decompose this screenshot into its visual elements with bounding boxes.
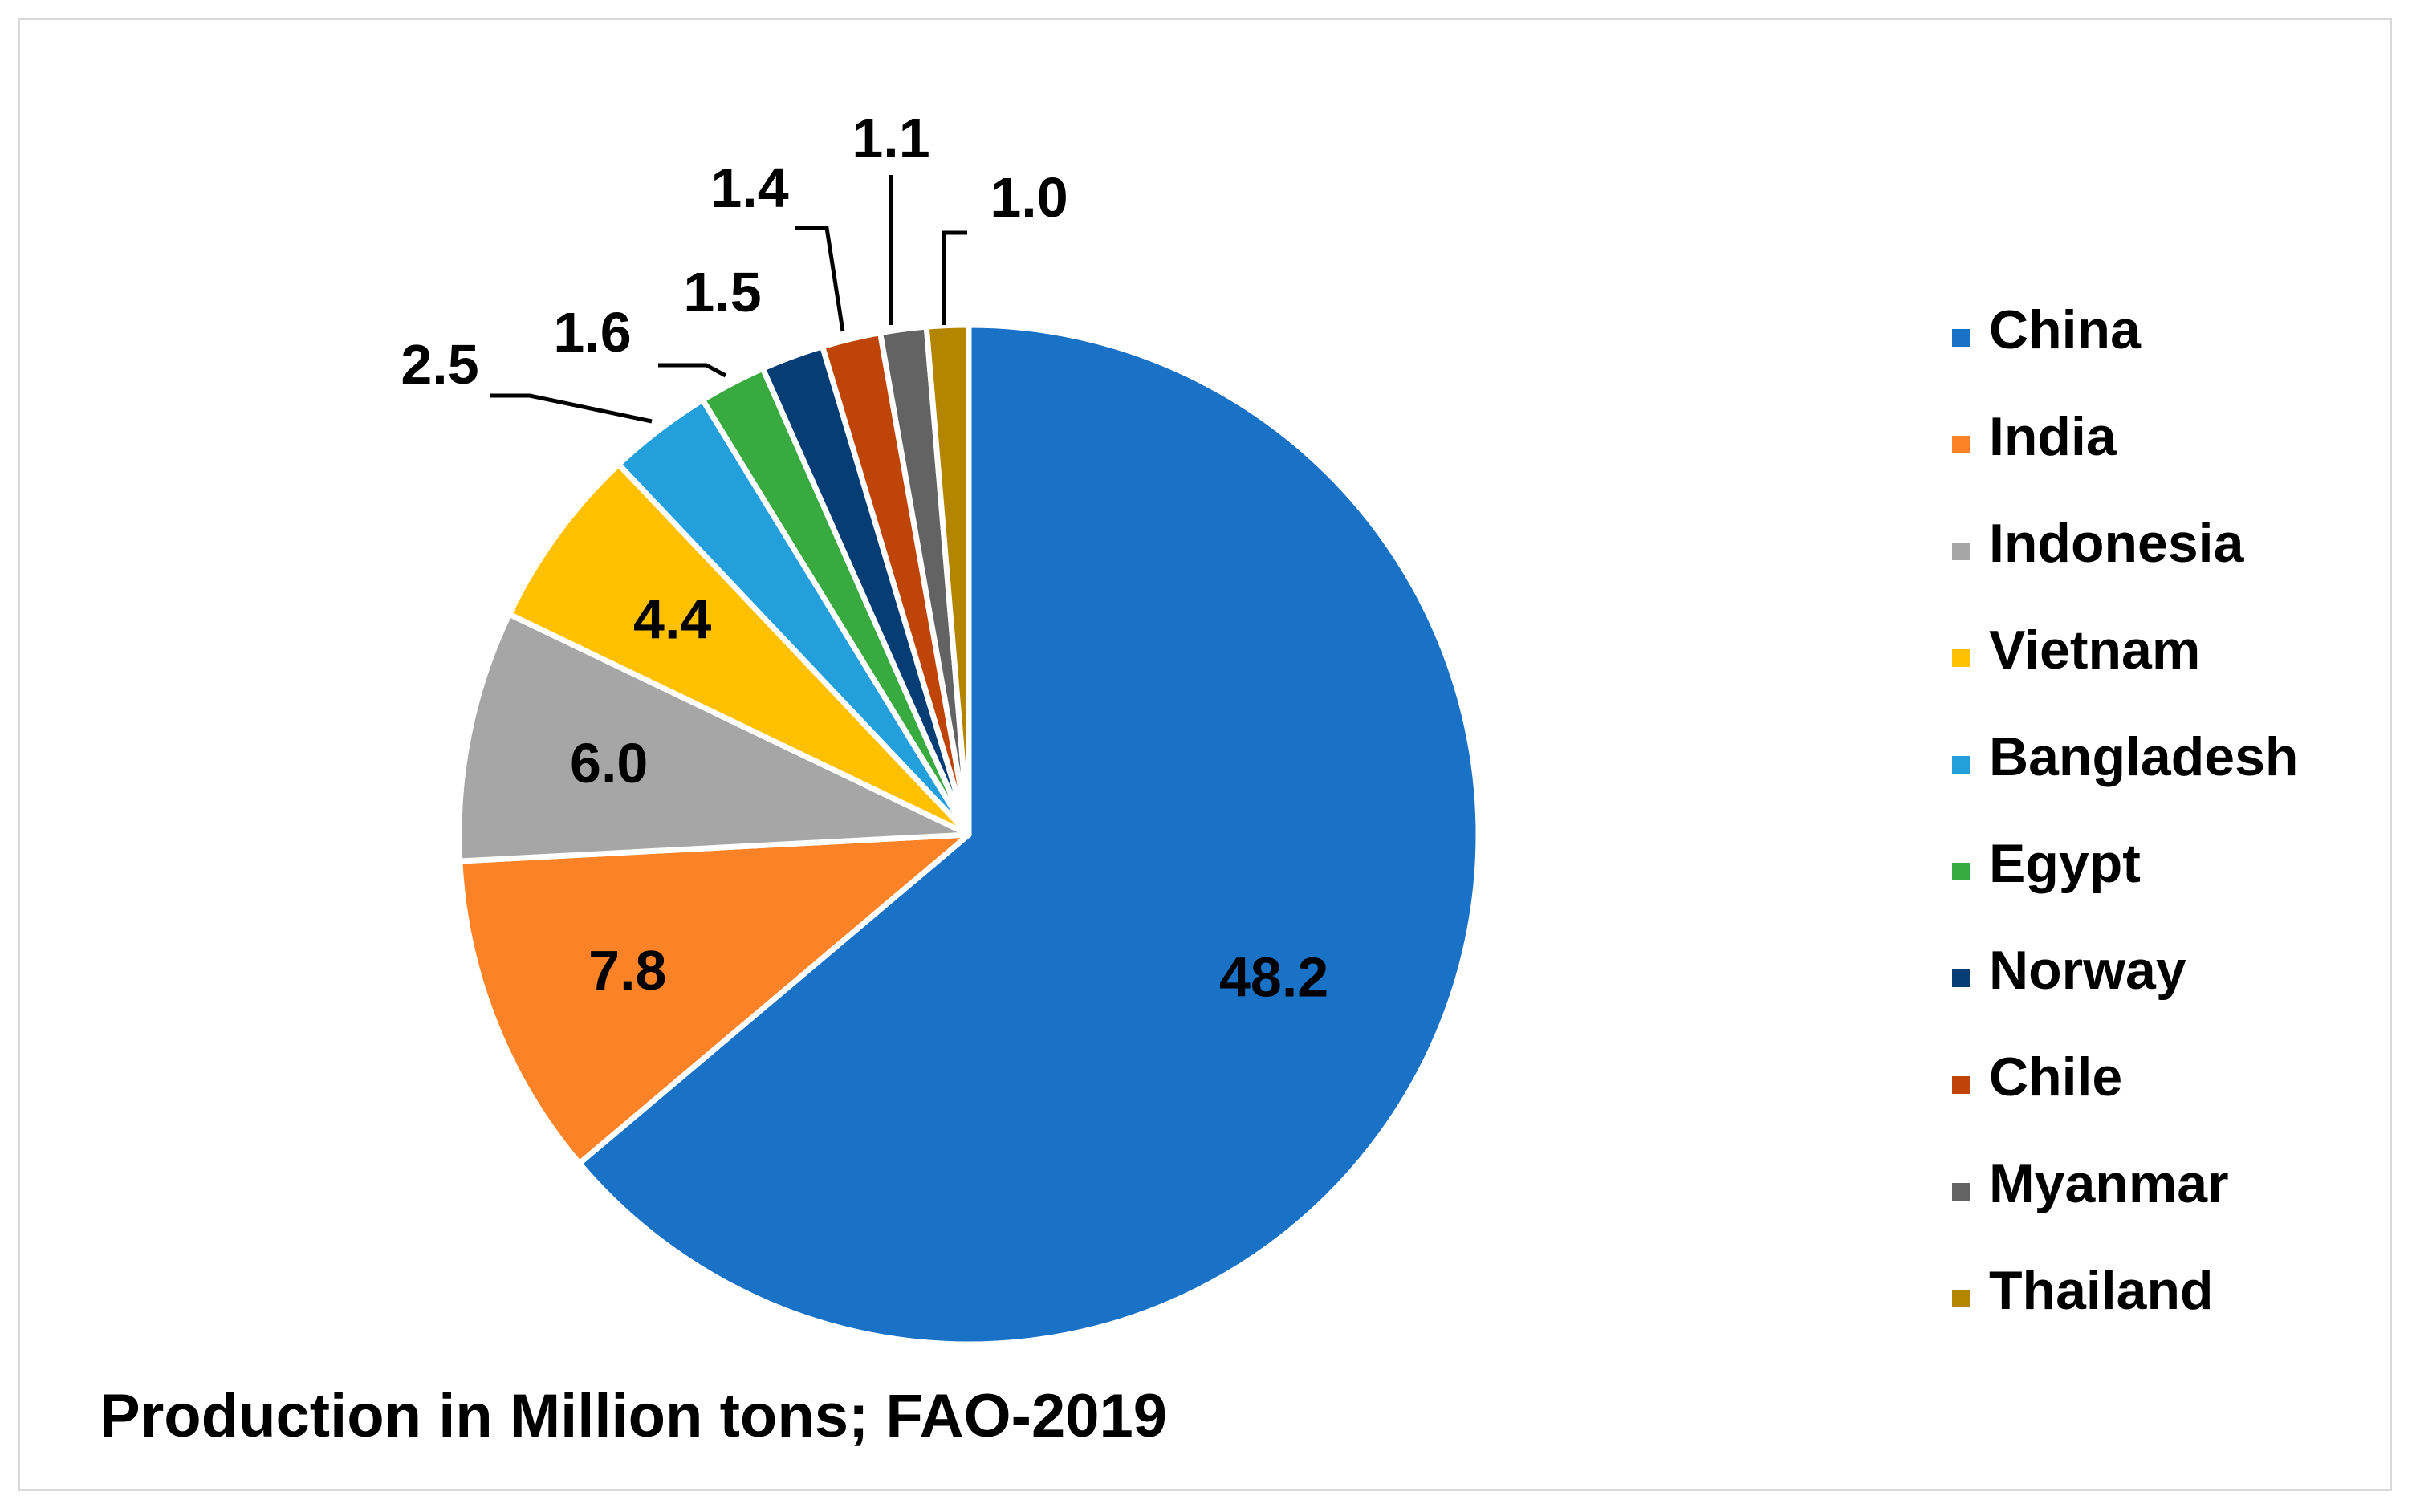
legend-swatch-norway — [1952, 969, 1970, 987]
leader-lines — [490, 175, 967, 424]
data-label-bangladesh: 2.5 — [401, 333, 478, 396]
leader-line-thailand — [942, 230, 967, 325]
pie-slice-india — [457, 831, 972, 1167]
legend-swatch-vietnam — [1952, 649, 1970, 667]
legend-label-chile: Chile — [1989, 1047, 2122, 1108]
data-label-myanmar: 1.1 — [852, 107, 929, 169]
data-label-thailand: 1.0 — [990, 166, 1068, 229]
legend-label-india: India — [1989, 406, 2117, 467]
leader-line-egypt — [658, 363, 727, 378]
pie-slices — [456, 322, 1482, 1347]
legend-label-vietnam: Vietnam — [1989, 620, 2200, 681]
data-label-indonesia: 6.0 — [570, 732, 648, 795]
data-label-india: 7.8 — [588, 939, 666, 1002]
legend-swatch-egypt — [1952, 863, 1970, 880]
pie-slice-thailand — [923, 322, 972, 838]
data-label-chile: 1.4 — [710, 156, 788, 219]
data-label-egypt: 1.6 — [553, 301, 631, 364]
legend-swatch-bangladesh — [1952, 756, 1970, 774]
legend-label-myanmar: Myanmar — [1989, 1153, 2229, 1214]
pie-slice-indonesia — [456, 611, 972, 864]
legend: China India Indonesia Vietnam Bangladesh Egyp… — [1952, 299, 2298, 1321]
data-label-china: 48.2 — [1219, 946, 1328, 1009]
data-labels: 48.2 7.8 6.0 4.4 2.5 1.6 1.5 1.4 1.1 1.0 — [401, 107, 1328, 1009]
data-label-vietnam: 4.4 — [633, 587, 711, 650]
legend-swatch-indonesia — [1952, 543, 1970, 560]
legend-label-bangladesh: Bangladesh — [1989, 726, 2298, 787]
pie-slice-vietnam — [506, 461, 972, 838]
chart-subtitle: Production in Million tons; FAO-2019 — [100, 1382, 1167, 1450]
legend-swatch-myanmar — [1952, 1183, 1970, 1201]
legend-label-china: China — [1989, 299, 2142, 360]
legend-label-indonesia: Indonesia — [1989, 513, 2245, 574]
legend-swatch-china — [1952, 329, 1970, 347]
legend-label-norway: Norway — [1989, 940, 2186, 1001]
legend-label-egypt: Egypt — [1989, 833, 2141, 894]
legend-label-thailand: Thailand — [1989, 1260, 2214, 1321]
leader-line-bangladesh — [490, 393, 653, 424]
leader-line-chile — [795, 226, 845, 332]
legend-swatch-chile — [1952, 1076, 1970, 1094]
legend-swatch-india — [1952, 436, 1970, 453]
legend-swatch-thailand — [1952, 1290, 1970, 1307]
pie-slice-china — [576, 322, 1482, 1347]
data-label-norway: 1.5 — [683, 261, 761, 323]
